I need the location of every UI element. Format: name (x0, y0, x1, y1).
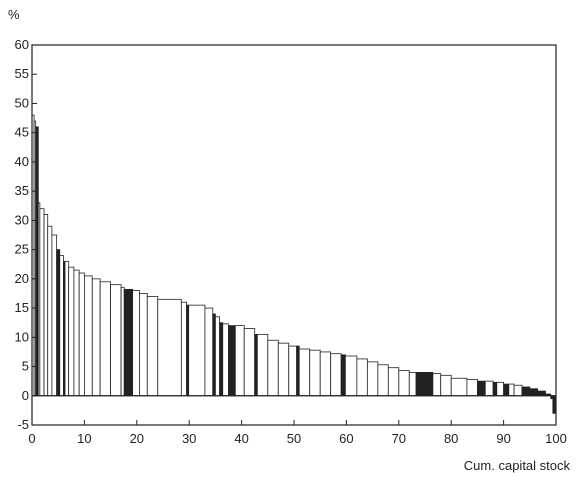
y-tick-label: 35 (15, 183, 29, 198)
bar-segment-37 (256, 333, 269, 397)
bar-segment-28 (204, 307, 214, 397)
bar-segment-38 (267, 339, 279, 397)
bar-segment-7 (51, 234, 58, 397)
y-tick-label: 15 (15, 300, 29, 315)
bar-segment-5 (43, 214, 49, 397)
x-tick-label: 90 (496, 431, 510, 446)
bar-segment-62 (496, 381, 504, 397)
bar-segment-27 (188, 304, 206, 397)
bar-segment-22 (139, 293, 148, 397)
bar-segment-56 (440, 374, 452, 397)
y-tick-label: 5 (22, 359, 29, 374)
bar-segment-54 (415, 371, 434, 397)
bar-segment-23 (146, 295, 159, 397)
bar-segment-6 (47, 225, 53, 397)
x-tick-label: 40 (234, 431, 248, 446)
y-tick-label: 0 (22, 388, 29, 403)
bar-segment-39 (277, 342, 290, 397)
bar-segment-12 (68, 266, 75, 397)
bar-segment-59 (476, 380, 486, 397)
bar-segment-66 (521, 386, 531, 397)
bar-segment-42 (298, 348, 311, 397)
bar-segment-52 (398, 370, 410, 397)
bar-segment-44 (319, 351, 332, 397)
bar-segment-58 (466, 378, 478, 397)
bars (31, 114, 557, 414)
bar-segment-68 (537, 390, 546, 397)
bar-segment-55 (432, 373, 442, 397)
bar-segment-49 (366, 361, 379, 397)
bar-segment-14 (78, 272, 85, 397)
x-tick-label: 20 (130, 431, 144, 446)
bar-segment-50 (377, 364, 389, 397)
bar-segment-31 (219, 322, 224, 397)
y-tick-label: 45 (15, 125, 29, 140)
x-tick-label: 10 (77, 431, 91, 446)
bar-segment-16 (91, 278, 101, 397)
bar-segment-9 (59, 255, 64, 397)
bar-segment-35 (243, 328, 256, 397)
bar-segment-43 (309, 349, 321, 397)
bar-segment-8 (56, 249, 61, 397)
bar-segment-13 (73, 269, 80, 397)
x-tick-label: 60 (339, 431, 353, 446)
bar-segment-46 (340, 354, 346, 397)
bar-segment-25 (180, 301, 187, 397)
bar-segment-40 (288, 345, 298, 397)
bar-segment-33 (228, 325, 236, 397)
bar-segment-20 (123, 288, 134, 397)
x-tick-label: 0 (28, 431, 35, 446)
x-tick-label: 100 (545, 431, 567, 446)
y-ticks: -5 0 5 10 15 20 25 30 35 40 45 50 55 60 (15, 37, 37, 432)
bar-segment-21 (132, 290, 140, 397)
bar-segment-32 (222, 323, 229, 397)
bar-segment-61 (492, 381, 498, 397)
bar-segment-65 (513, 384, 523, 397)
bar-segment-64 (508, 383, 515, 397)
y-tick-label: 25 (15, 242, 29, 257)
x-tick-label: 50 (287, 431, 301, 446)
bar-segment-15 (84, 275, 93, 397)
bar-segment-19 (120, 287, 125, 397)
bar-segment-30 (214, 316, 220, 397)
x-tick-label: 70 (392, 431, 406, 446)
bar-segment-48 (356, 358, 368, 397)
y-tick-label: 30 (15, 212, 29, 227)
y-tick-label: -5 (17, 417, 29, 432)
bar-segment-47 (344, 355, 358, 397)
y-tick-label: 10 (15, 329, 29, 344)
x-tick-label: 30 (182, 431, 196, 446)
bar-segment-18 (110, 284, 122, 397)
bar-segment-11 (64, 260, 70, 397)
y-axis-label: % (8, 7, 20, 22)
x-tick-label: 80 (444, 431, 458, 446)
bar-segment-60 (484, 380, 494, 397)
x-axis-label: Cum. capital stock (464, 458, 571, 473)
bar-segment-34 (234, 325, 245, 397)
bar-segment-67 (529, 388, 539, 397)
bar-segment-53 (408, 371, 417, 397)
bar-segment-63 (503, 383, 510, 397)
y-tick-label: 40 (15, 154, 29, 169)
bar-segment-51 (387, 367, 400, 397)
bar-segment-4 (39, 208, 45, 397)
bar-segment-24 (157, 298, 182, 397)
bar-segment-45 (330, 353, 342, 397)
y-tick-label: 60 (15, 37, 29, 52)
y-tick-label: 50 (15, 95, 29, 110)
bar-segment-17 (99, 281, 112, 397)
bar-segment-57 (450, 377, 468, 397)
y-tick-label: 20 (15, 271, 29, 286)
y-tick-label: 55 (15, 66, 29, 81)
x-ticks: 0 10 20 30 40 50 60 70 80 90 100 (28, 420, 567, 446)
